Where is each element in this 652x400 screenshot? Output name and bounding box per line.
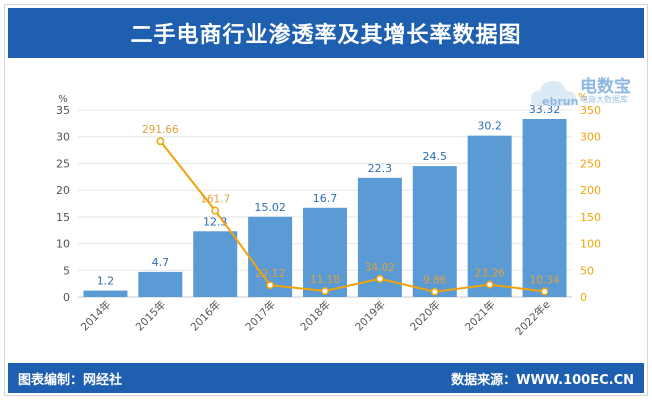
bar (412, 166, 457, 297)
line-data-label: 291.66 (142, 124, 179, 136)
x-tick-label: 2014年 (78, 298, 114, 334)
line-point (430, 287, 439, 296)
cloud-logo-icon: ebrun (530, 81, 578, 108)
footer-source: 数据来源：WWW.100EC.CN (451, 372, 634, 388)
line-point (211, 206, 220, 215)
y-left-tick-label: 5 (63, 264, 70, 277)
y-right-tick-label: 300 (580, 131, 601, 144)
y-left-unit-label: % (58, 94, 68, 105)
bar (303, 207, 347, 297)
bar (193, 231, 238, 297)
x-tick-label: 2017年 (243, 298, 279, 334)
bar-data-label: 1.2 (97, 275, 115, 288)
y-right-tick-label: 200 (580, 184, 601, 197)
footer-compiler: 图表编制：网经社 (18, 372, 123, 388)
footer-bar: 图表编制：网经社 数据来源：WWW.100EC.CN (8, 363, 644, 393)
y-right-unit-label: % (578, 92, 588, 103)
line-point (485, 280, 494, 289)
line-point (156, 137, 165, 146)
bar-data-label: 24.5 (423, 150, 448, 163)
x-tick-label: 2020年 (407, 298, 443, 334)
line-point (540, 287, 549, 296)
y-right-tick-label: 50 (580, 264, 594, 277)
x-tick-label: 2016年 (188, 298, 224, 334)
x-tick-label: 2022年e (513, 298, 553, 338)
chart-title: 二手电商行业渗透率及其增长率数据图 (130, 23, 522, 48)
y-right-tick-label: 250 (580, 157, 601, 170)
watermark-sub: 电商大数据库 (580, 95, 628, 104)
y-right-tick-label: 0 (580, 291, 587, 304)
y-right-tick-label: 350 (580, 104, 601, 117)
watermark-logo-text: ebrun (542, 95, 578, 108)
bar-data-label: 16.7 (313, 192, 338, 205)
watermark: ebrun 电数宝 电商大数据库 (528, 72, 638, 116)
y-left-tick-label: 15 (56, 211, 70, 224)
bar (138, 271, 183, 297)
y-right-tick-label: 100 (580, 238, 601, 251)
line-data-label: 161.7 (200, 194, 230, 206)
bar (467, 135, 512, 297)
y-left-tick-label: 10 (56, 238, 70, 251)
y-left-tick-label: 20 (56, 184, 70, 197)
bar-data-label: 30.2 (477, 120, 502, 133)
line-data-label: 23.26 (475, 268, 505, 280)
growth-rate-line (159, 140, 545, 293)
bar-data-label: 4.7 (152, 256, 170, 269)
bar-data-label: 15.02 (254, 201, 286, 214)
bar-data-label: 22.3 (368, 162, 393, 175)
x-tick-label: 2018年 (298, 298, 334, 334)
line-point (375, 274, 384, 283)
line-data-label: 34.02 (365, 262, 395, 274)
line-data-label: 9.86 (423, 275, 447, 287)
bar (522, 118, 567, 297)
line-point (266, 281, 275, 290)
line-data-label: 10.34 (530, 274, 560, 286)
x-tick-label: 2015年 (133, 298, 169, 334)
watermark-brand: 电数宝 (580, 77, 631, 97)
y-right-tick-label: 150 (580, 211, 601, 224)
line-data-label: 11.18 (310, 274, 340, 286)
y-left-tick-label: 30 (56, 131, 70, 144)
chart-title-bar: 二手电商行业渗透率及其增长率数据图 (8, 8, 644, 58)
y-left-tick-label: 35 (56, 104, 70, 117)
bar (83, 290, 128, 297)
y-left-tick-label: 0 (63, 291, 70, 304)
x-tick-label: 2021年 (462, 298, 498, 334)
line-point (321, 287, 329, 295)
x-tick-label: 2019年 (352, 298, 388, 334)
y-left-tick-label: 25 (56, 157, 70, 170)
line-data-label: 22.12 (255, 268, 285, 280)
bar-data-label: 33.32 (529, 103, 561, 116)
